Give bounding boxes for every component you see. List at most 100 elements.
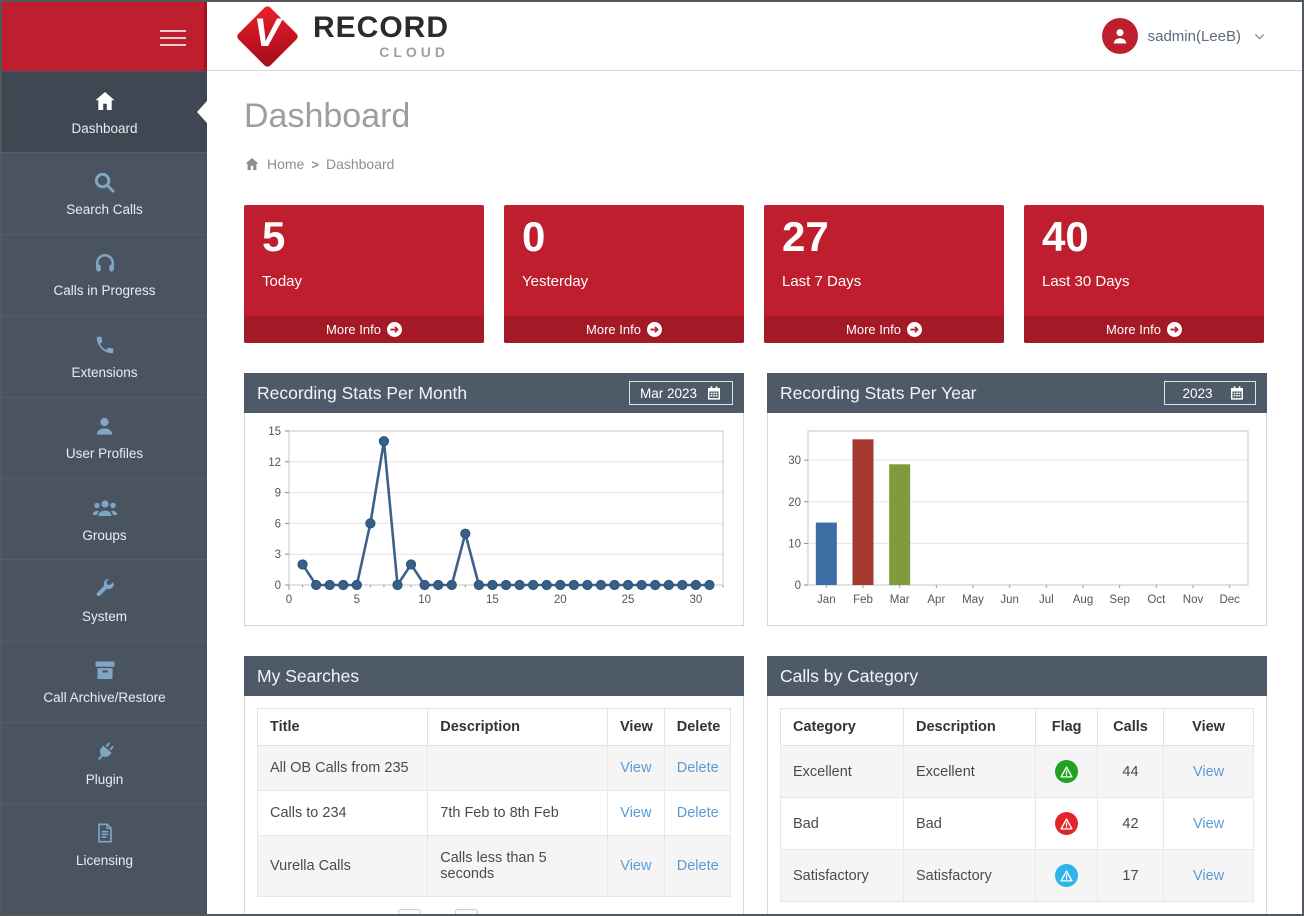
search-icon [93,170,116,194]
more-info-link[interactable]: More Info ➜ [764,316,1004,343]
month-period-selector[interactable]: Mar 2023 [628,381,733,405]
sidebar-item-search-calls[interactable]: Search Calls [2,152,207,233]
stat-card-last-7-days: 27 Last 7 Days More Info ➜ [764,205,1004,343]
users-group-icon [92,496,118,520]
sidebar-item-label: Plugin [85,771,124,787]
svg-text:Apr: Apr [927,594,945,606]
pager-page-1[interactable]: [1] [430,913,446,915]
breadcrumb-home[interactable]: Home [267,156,305,172]
column-header: View [1163,708,1254,746]
svg-text:20: 20 [554,594,567,606]
view-link[interactable]: View [620,805,652,821]
sidebar-item-licensing[interactable]: Licensing [2,803,207,885]
brand-diamond-icon: V [235,4,300,69]
svg-text:12: 12 [268,457,281,469]
svg-text:20: 20 [788,497,801,509]
pager-status: Page 1 of 1 (3 items) [259,913,389,915]
main-content: Dashboard Home > Dashboard 5 Today More … [207,72,1302,914]
headphones-icon [93,251,117,275]
column-header: Flag [1035,708,1098,746]
delete-link[interactable]: Delete [676,760,719,776]
delete-link[interactable]: Delete [676,805,719,821]
flag-red-icon [1055,812,1079,835]
stat-label: Last 30 Days [1042,273,1130,290]
svg-text:Aug: Aug [1073,594,1093,606]
view-link[interactable]: View [1192,867,1225,884]
wrench-icon [94,577,116,601]
breadcrumb-separator: > [311,156,319,172]
brand-subtitle: CLOUD [379,44,450,60]
svg-text:Jun: Jun [1000,594,1019,606]
svg-text:0: 0 [795,580,801,592]
sidebar-item-label: Calls in Progress [53,283,156,299]
view-link[interactable]: View [1192,815,1225,832]
svg-text:5: 5 [354,594,360,606]
sidebar-item-extensions[interactable]: Extensions [2,315,207,396]
sidebar-item-groups[interactable]: Groups [2,477,207,559]
pager-prev-button[interactable]: ‹ [397,909,421,914]
sidebar-item-calls-in-progress[interactable]: Calls in Progress [2,233,207,315]
svg-text:Jul: Jul [1039,594,1054,606]
stat-value: 27 [782,213,829,260]
sidebar-item-label: User Profiles [65,446,144,462]
stat-label: Today [262,273,303,290]
stat-cards-row: 5 Today More Info ➜ 0 Yesterday More Inf… [244,205,1302,343]
sidebar-item-label: Dashboard [71,120,138,136]
stat-value: 40 [1042,213,1089,260]
column-header: Title [256,708,429,746]
top-header: V RECORD CLOUD sadmin(LeeB) [207,2,1302,71]
more-info-link[interactable]: More Info ➜ [244,316,484,343]
my-searches-table: Title Description View Delete All OB Cal… [256,708,732,897]
panel-title: My Searches [257,665,360,686]
brand-name: RECORD [313,11,450,44]
year-period-selector[interactable]: 2023 [1164,381,1256,405]
chevron-down-icon [1253,30,1266,43]
svg-text:30: 30 [788,455,801,467]
sidebar-item-user-profiles[interactable]: User Profiles [2,396,207,478]
panel-title: Recording Stats Per Month [257,382,468,403]
sidebar: Dashboard Search Calls Calls in Progress… [2,2,207,914]
sidebar-item-call-archive-restore[interactable]: Call Archive/Restore [2,640,207,722]
svg-text:Feb: Feb [853,594,873,606]
arrow-circle-right-icon: ➜ [646,322,662,337]
view-link[interactable]: View [620,760,652,776]
stat-card-yesterday: 0 Yesterday More Info ➜ [504,205,744,343]
sidebar-item-label: System [81,609,127,625]
calls-by-category-table: Category Description Flag Calls View Exc… [780,708,1254,902]
delete-link[interactable]: Delete [676,858,719,874]
view-link[interactable]: View [620,858,652,874]
more-info-link[interactable]: More Info ➜ [1024,316,1264,343]
svg-text:Dec: Dec [1219,594,1240,606]
column-header: View [607,708,665,746]
page-title: Dashboard [244,97,411,135]
person-icon [1113,29,1126,44]
arrow-circle-right-icon: ➜ [1166,322,1182,337]
charts-row: Recording Stats Per Month Mar 2023 0 3 6 9 1… [244,373,1302,626]
stat-card-last-30-days: 40 Last 30 Days More Info ➜ [1024,205,1264,343]
svg-text:6: 6 [275,518,281,530]
hamburger-menu-icon[interactable] [160,25,186,51]
table-row: Vurella Calls Calls less than 5 seconds … [256,835,732,897]
sidebar-item-system[interactable]: System [2,559,207,640]
panel-title: Recording Stats Per Year [780,382,977,403]
svg-text:Mar: Mar [890,594,910,606]
pager-next-button[interactable]: › [454,909,478,914]
panel-title: Calls by Category [780,665,919,686]
brand-logo[interactable]: V RECORD CLOUD [235,4,450,69]
svg-text:Sep: Sep [1109,594,1129,606]
svg-text:0: 0 [275,580,281,592]
sidebar-item-plugin[interactable]: Plugin [2,722,207,803]
view-link[interactable]: View [1192,763,1225,780]
home-icon [244,156,260,172]
arrow-circle-right-icon: ➜ [386,322,402,337]
sidebar-item-dashboard[interactable]: Dashboard [2,71,207,153]
recording-stats-per-year-chart: 0 10 20 30 Jan Feb Mar Apr May Jun Jul Aug Sep Oct Nov… [778,423,1256,615]
svg-text:Nov: Nov [1183,594,1204,606]
user-menu[interactable]: sadmin(LeeB) [1101,18,1266,54]
svg-text:3: 3 [275,549,281,561]
svg-text:Jan: Jan [817,594,836,606]
more-info-link[interactable]: More Info ➜ [504,316,744,343]
svg-text:15: 15 [486,594,499,606]
archive-box-icon [93,658,117,682]
